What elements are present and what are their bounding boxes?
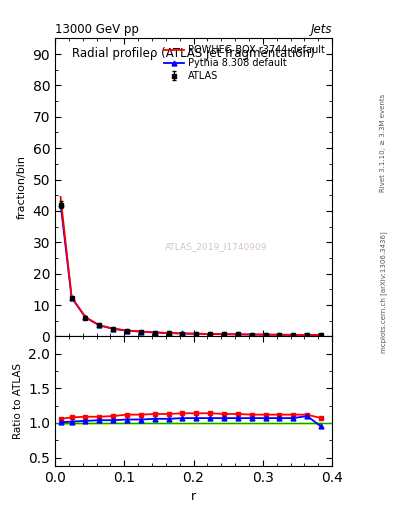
Text: ATLAS_2019_I1740909: ATLAS_2019_I1740909 [164, 243, 267, 251]
Pythia 8.308 default [319, 332, 323, 338]
POWHEG BOX r3744 default [69, 294, 74, 300]
POWHEG BOX r3744 default [319, 332, 323, 338]
POWHEG BOX r3744 default [305, 332, 310, 338]
POWHEG BOX r3744 default [58, 194, 63, 200]
POWHEG BOX r3744 default [97, 322, 102, 328]
POWHEG BOX r3744 default [125, 328, 129, 334]
Pythia 8.308 default [97, 322, 102, 328]
Y-axis label: fraction/bin: fraction/bin [17, 155, 27, 219]
Text: Radial profileρ (ATLAS jet fragmentation): Radial profileρ (ATLAS jet fragmentation… [72, 47, 315, 60]
POWHEG BOX r3744 default [111, 326, 116, 332]
Text: Rivet 3.1.10, ≥ 3.3M events: Rivet 3.1.10, ≥ 3.3M events [380, 94, 386, 193]
POWHEG BOX r3744 default [222, 331, 226, 337]
Pythia 8.308 default [166, 330, 171, 336]
POWHEG BOX r3744 default [250, 331, 254, 337]
Pythia 8.308 default [305, 332, 310, 338]
POWHEG BOX r3744 default [139, 328, 143, 334]
POWHEG BOX r3744 default [83, 314, 88, 321]
POWHEG BOX r3744 default [263, 332, 268, 338]
Pythia 8.308 default [208, 331, 213, 337]
POWHEG BOX r3744 default [208, 331, 213, 337]
POWHEG BOX r3744 default [194, 331, 199, 337]
Line: POWHEG BOX r3744 default: POWHEG BOX r3744 default [61, 197, 321, 335]
Line: Pythia 8.308 default: Pythia 8.308 default [58, 202, 323, 337]
Text: 13000 GeV pp: 13000 GeV pp [55, 23, 139, 36]
Pythia 8.308 default [83, 314, 88, 321]
Pythia 8.308 default [69, 295, 74, 301]
Legend: POWHEG BOX r3744 default, Pythia 8.308 default, ATLAS: POWHEG BOX r3744 default, Pythia 8.308 d… [162, 43, 327, 83]
Pythia 8.308 default [139, 329, 143, 335]
Y-axis label: Ratio to ATLAS: Ratio to ATLAS [13, 363, 23, 439]
Pythia 8.308 default [152, 329, 157, 335]
Pythia 8.308 default [58, 201, 63, 207]
POWHEG BOX r3744 default [291, 332, 296, 338]
Pythia 8.308 default [263, 332, 268, 338]
Pythia 8.308 default [194, 331, 199, 337]
Pythia 8.308 default [277, 332, 282, 338]
Pythia 8.308 default [291, 332, 296, 338]
POWHEG BOX r3744 default [235, 331, 240, 337]
POWHEG BOX r3744 default [152, 329, 157, 335]
Text: mcplots.cern.ch [arXiv:1306.3436]: mcplots.cern.ch [arXiv:1306.3436] [380, 231, 387, 353]
Pythia 8.308 default [222, 331, 226, 337]
Pythia 8.308 default [125, 328, 129, 334]
POWHEG BOX r3744 default [166, 330, 171, 336]
Pythia 8.308 default [180, 330, 185, 336]
Pythia 8.308 default [250, 331, 254, 337]
POWHEG BOX r3744 default [277, 332, 282, 338]
Text: Jets: Jets [310, 23, 332, 36]
X-axis label: r: r [191, 490, 196, 503]
Pythia 8.308 default [111, 326, 116, 332]
Pythia 8.308 default [235, 331, 240, 337]
POWHEG BOX r3744 default [180, 330, 185, 336]
